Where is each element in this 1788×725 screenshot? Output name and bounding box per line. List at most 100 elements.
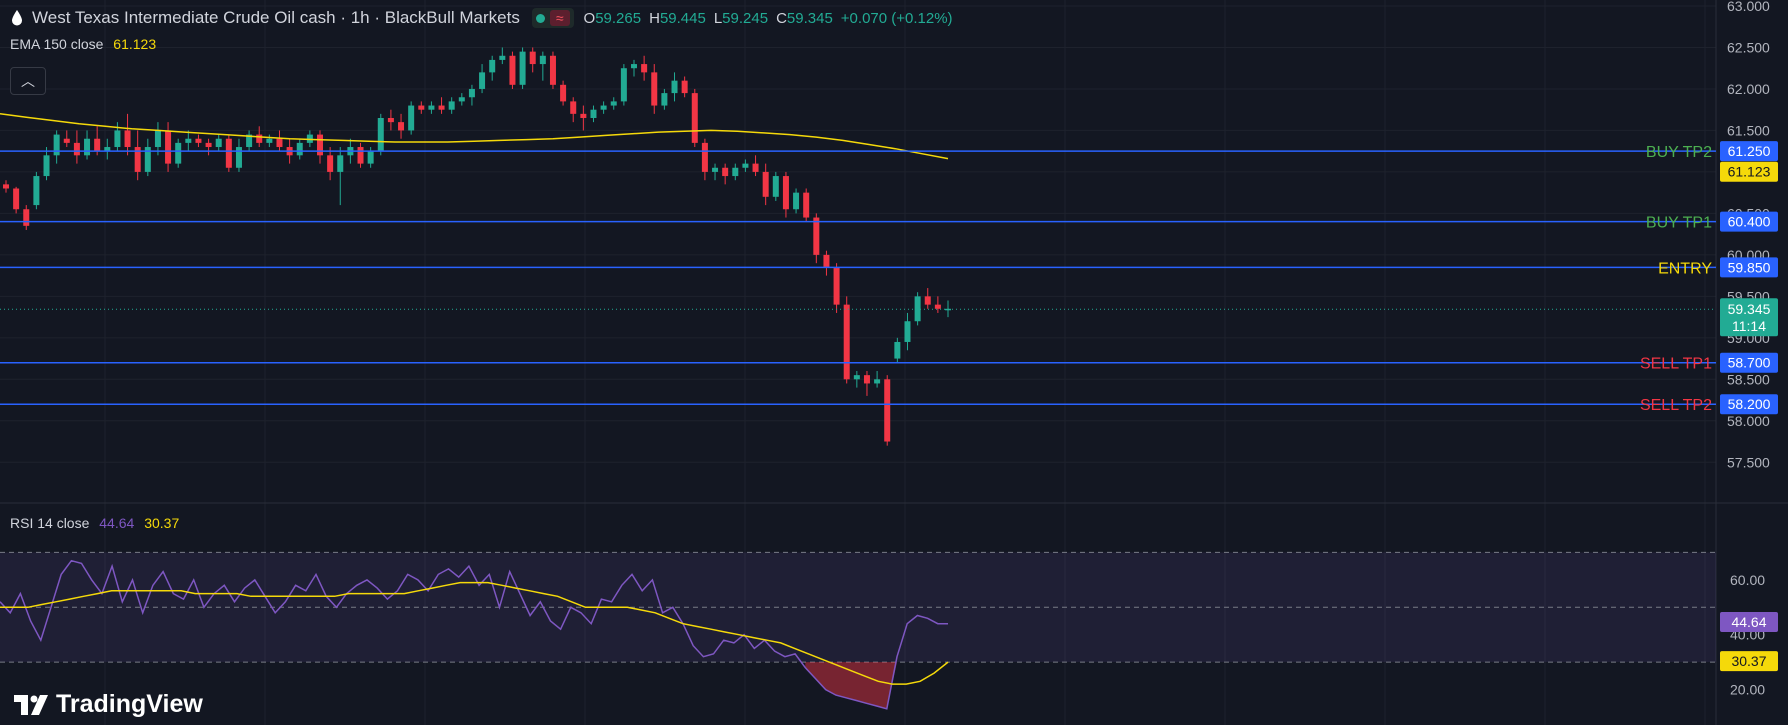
- candle: [43, 147, 50, 181]
- level-price-text-entry: 59.850: [1728, 259, 1771, 275]
- candle-body: [904, 321, 911, 342]
- candle-body: [813, 217, 820, 255]
- candle-body: [732, 167, 739, 177]
- candle-body: [398, 122, 405, 131]
- market-status-badge[interactable]: ≈: [531, 8, 574, 28]
- candle-body: [53, 134, 60, 156]
- candle: [185, 130, 192, 152]
- rsi-ma-badge-text: 30.37: [1731, 653, 1766, 669]
- oil-drop-icon: [12, 10, 22, 26]
- candle-body: [387, 117, 394, 123]
- candle-body: [367, 151, 374, 164]
- candle-body: [549, 55, 556, 85]
- candle-body: [691, 93, 698, 143]
- rsi-legend[interactable]: RSI 14 close 44.64 30.37: [10, 515, 179, 531]
- candle-body: [195, 138, 202, 143]
- candle: [843, 296, 850, 384]
- tradingview-logo[interactable]: TradingView: [14, 690, 203, 719]
- wave-icon: ≈: [549, 10, 570, 26]
- candle-body: [479, 72, 486, 89]
- candle-body: [144, 147, 151, 172]
- candle: [631, 59, 637, 77]
- rsi-oversold-fill: [805, 662, 897, 709]
- candle: [590, 105, 597, 123]
- candle: [610, 97, 617, 110]
- candle-body: [620, 68, 627, 102]
- candle: [641, 55, 648, 81]
- candle-body: [782, 176, 789, 210]
- candle: [438, 97, 445, 114]
- candle: [53, 130, 60, 164]
- price-tick-label: 58.000: [1727, 413, 1770, 429]
- candle-body: [853, 375, 860, 380]
- ohlc-value-4: +0.070 (+0.12%): [840, 9, 953, 27]
- level-label-sell-tp2: SELL TP2: [1640, 397, 1712, 414]
- candle: [246, 130, 253, 152]
- candle: [833, 263, 840, 313]
- level-price-badge-sell-tp1: [1720, 352, 1778, 373]
- candle: [914, 292, 921, 326]
- candle-body: [43, 155, 50, 177]
- rsi-value: 44.64: [99, 515, 135, 531]
- candle: [398, 113, 405, 139]
- candle: [124, 113, 131, 156]
- candle-body: [357, 147, 364, 164]
- candle: [661, 88, 668, 110]
- candle: [266, 134, 273, 148]
- ohlc-value-1: 59.445: [659, 9, 706, 27]
- candle: [549, 51, 556, 89]
- candle: [691, 88, 698, 148]
- candle-body: [276, 138, 283, 148]
- ohlc-key-2: L: [713, 9, 723, 27]
- candle: [114, 122, 121, 152]
- candle: [884, 375, 891, 446]
- candle: [904, 312, 911, 351]
- candle: [63, 130, 70, 148]
- rsi-value-badge: [1720, 611, 1778, 632]
- candle-body: [742, 163, 749, 168]
- candle: [894, 337, 901, 363]
- candle-body: [884, 379, 891, 442]
- candle-body: [438, 105, 445, 110]
- candle: [762, 163, 769, 206]
- rsi-label: RSI 14 close: [10, 515, 90, 531]
- candle: [175, 138, 182, 168]
- candle: [23, 205, 30, 230]
- candle-body: [165, 130, 172, 164]
- candle-body: [175, 142, 182, 164]
- collapse-legend-button[interactable]: ︿: [10, 67, 46, 95]
- ema-legend[interactable]: EMA 150 close 61.123: [10, 36, 156, 52]
- candle: [489, 55, 496, 81]
- candle: [671, 72, 678, 102]
- candle: [408, 101, 415, 135]
- candle-body: [924, 296, 931, 305]
- price-tick-label: 58.500: [1727, 371, 1770, 387]
- candle: [651, 64, 658, 114]
- candle-body: [327, 155, 334, 172]
- candle-body: [256, 134, 263, 143]
- candle-body: [104, 147, 111, 152]
- candle-body: [205, 142, 212, 148]
- candle: [519, 47, 526, 89]
- last-price-badge: [1720, 298, 1778, 337]
- candle: [934, 296, 941, 313]
- candle-body: [833, 267, 840, 305]
- candle-body: [671, 80, 678, 94]
- candle-body: [317, 134, 323, 156]
- candle: [782, 171, 789, 218]
- level-price-badge-sell-tp2: [1720, 394, 1778, 415]
- countdown-text: 11:14: [1732, 318, 1766, 334]
- candle: [73, 130, 80, 164]
- candle: [863, 371, 870, 396]
- candle: [134, 130, 141, 181]
- ema-label: EMA 150 close: [10, 36, 104, 52]
- ohlc-key-1: H: [649, 9, 660, 27]
- candle-body: [681, 80, 688, 94]
- symbol-title[interactable]: West Texas Intermediate Crude Oil cash ·…: [32, 8, 520, 27]
- candle: [722, 163, 729, 185]
- candle: [529, 47, 536, 73]
- candle: [924, 288, 931, 309]
- price-tick-label: 57.500: [1727, 454, 1770, 470]
- candle-body: [499, 55, 506, 60]
